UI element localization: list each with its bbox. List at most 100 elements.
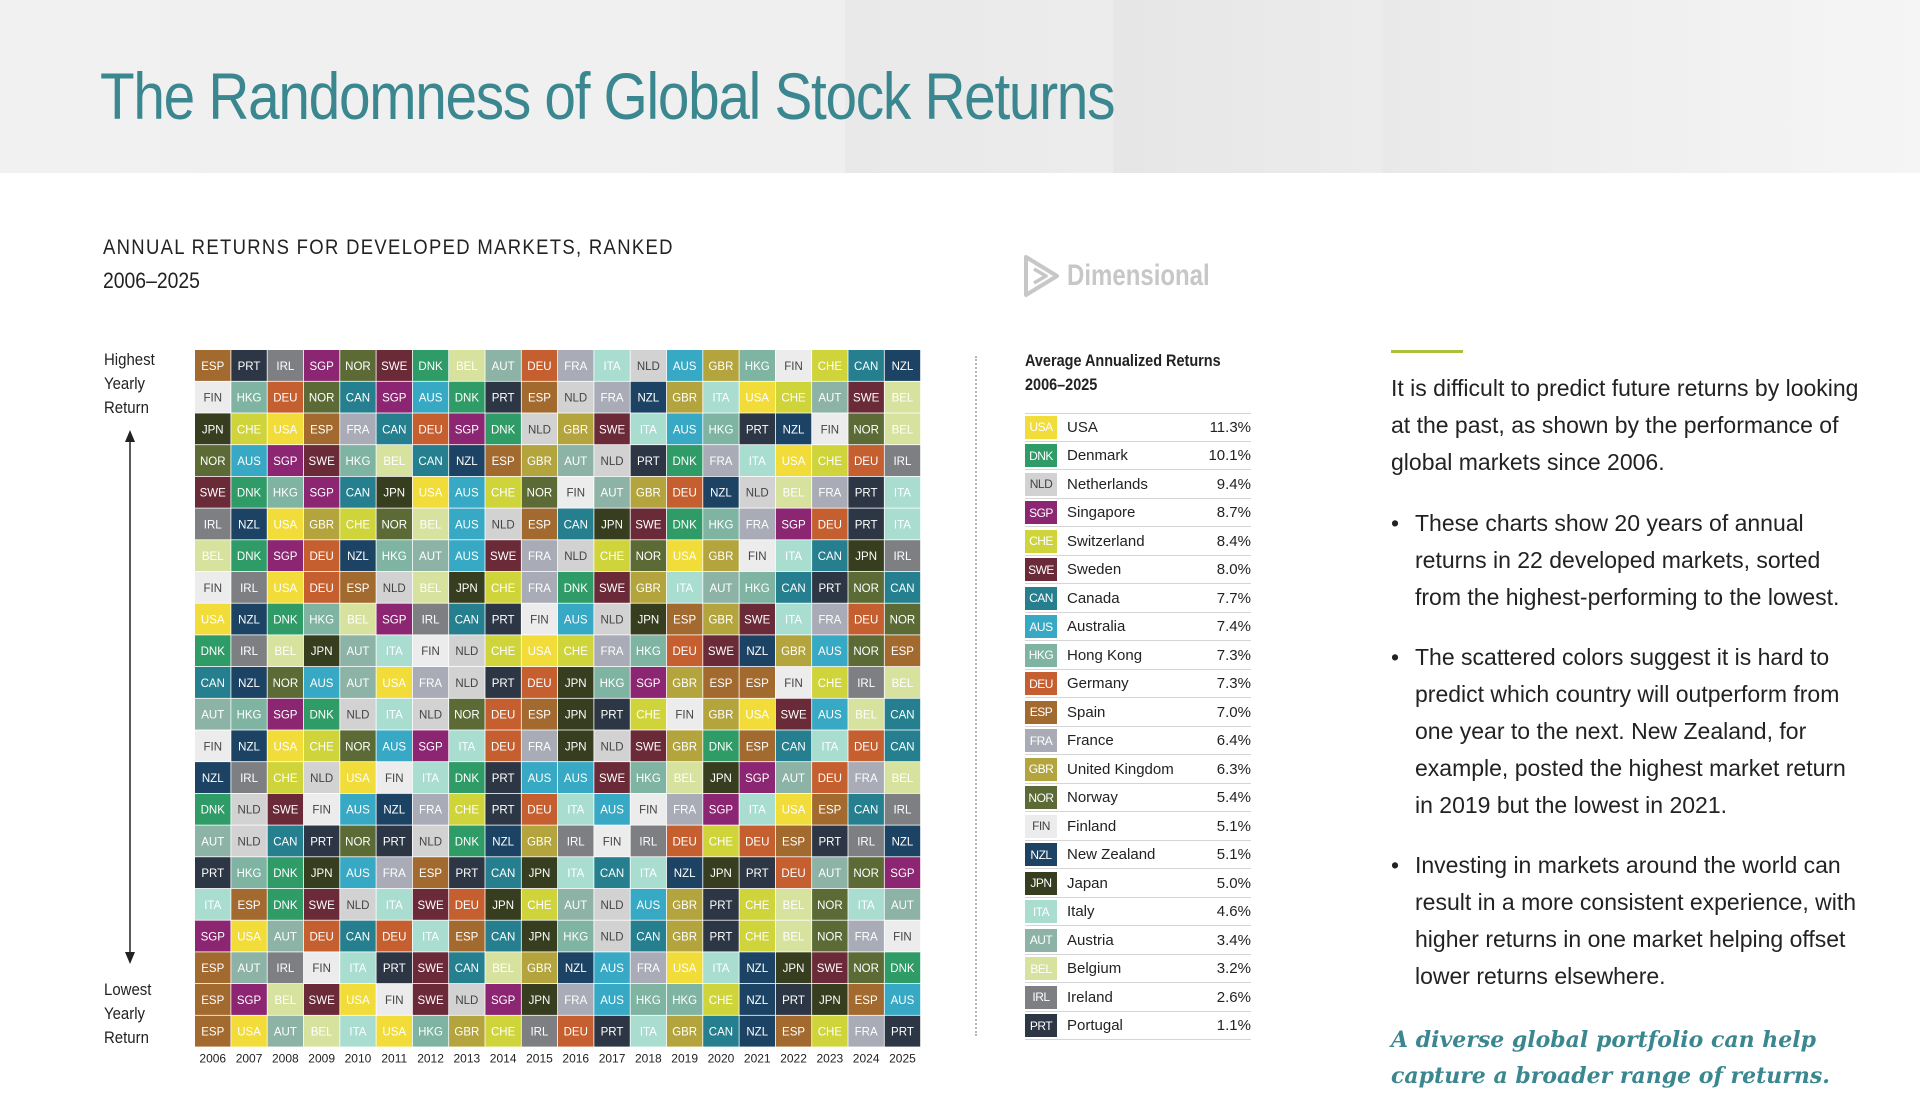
ranking-cell-swatch (775, 793, 812, 825)
ranking-cell-swatch (775, 381, 812, 413)
average-return-value: 9.4% (1216, 475, 1251, 493)
ranking-cell-swatch (231, 445, 267, 476)
ranking-cell-swatch (449, 413, 485, 445)
country-name: Japan (1067, 874, 1108, 892)
ranking-cell-label: IRL (639, 836, 658, 848)
ranking-cell: FIN (376, 984, 412, 1015)
country-name: Belgium (1067, 960, 1122, 978)
ranking-cell: JPN (703, 762, 739, 793)
average-return-value: 1.1% (1216, 1017, 1251, 1035)
ranking-cell: SGP (485, 984, 521, 1015)
ranking-cell: AUS (449, 540, 485, 572)
ranking-cell: DEU (485, 730, 521, 762)
ranking-cell-label: CAN (854, 805, 878, 817)
ranking-cell-swatch (340, 540, 376, 572)
ranking-cell-swatch (666, 793, 703, 825)
ranking-cell-swatch (231, 571, 267, 603)
ranking-cell: AUT (558, 445, 594, 476)
ranking-cell-label: NZL (492, 836, 514, 848)
ranking-cell-swatch (267, 1015, 304, 1047)
ranking-cell-swatch (848, 698, 884, 730)
ranking-cell-swatch (412, 920, 449, 952)
ranking-cell-swatch (195, 540, 231, 572)
ranking-cell-swatch (812, 984, 848, 1015)
ranking-cell-swatch (884, 857, 921, 889)
ranking-cell: AUS (340, 793, 376, 825)
ranking-cell: NZL (376, 793, 412, 825)
ranking-cell-swatch (666, 667, 703, 698)
ranking-cell-label: SGP (237, 995, 262, 1007)
year-label: 2010 (345, 1051, 372, 1065)
ranking-cell: NZL (739, 635, 775, 667)
ranking-cell-label: AUT (782, 773, 805, 785)
ranking-cell: NLD (449, 667, 485, 698)
ranking-cell: NZL (775, 413, 812, 445)
ranking-cell: SWE (485, 540, 521, 572)
ranking-cell-label: AUS (891, 995, 915, 1007)
ranking-cell-label: DNK (201, 646, 226, 658)
ranking-cell: ITA (848, 888, 884, 920)
ranking-cell-swatch (376, 350, 412, 381)
ranking-cell-swatch (848, 476, 884, 508)
ranking-cell-label: HKG (563, 931, 588, 943)
ranking-cell-swatch (666, 825, 703, 857)
ranking-cell-label: FRA (855, 773, 878, 785)
ranking-cell: ITA (340, 952, 376, 984)
ranking-cell-swatch (848, 857, 884, 889)
ranking-cell-label: CAN (818, 551, 842, 563)
ranking-cell: DNK (485, 413, 521, 445)
ranking-cell-swatch (666, 635, 703, 667)
ranking-cell-label: NOR (309, 393, 335, 405)
ranking-cell-label: IRL (857, 836, 876, 848)
ranking-cell: SWE (630, 508, 667, 540)
ranking-cell-label: DNK (673, 519, 698, 531)
ranking-cell-swatch (485, 1015, 521, 1047)
ranking-cell-swatch (812, 730, 848, 762)
ranking-cell: CHE (812, 445, 848, 476)
header-band (0, 0, 1920, 173)
ranking-cell: NZL (485, 825, 521, 857)
ranking-cell: AUS (666, 350, 703, 381)
ranking-cell: AUS (449, 508, 485, 540)
ranking-cell: ITA (739, 793, 775, 825)
ranking-cell-label: PRT (710, 900, 733, 912)
ranking-cell: AUT (812, 857, 848, 889)
ranking-cell: HKG (594, 667, 630, 698)
ranking-cell: PRT (594, 1015, 630, 1047)
ranking-cell-swatch (485, 857, 521, 889)
ranking-cell: HKG (303, 603, 340, 635)
ranking-cell: DEU (303, 571, 340, 603)
ranking-cell: DNK (449, 381, 485, 413)
ranking-cell-label: CAN (781, 741, 805, 753)
ranking-cell-swatch (521, 920, 558, 952)
ranking-cell-swatch (630, 445, 667, 476)
ranking-cell-swatch (267, 698, 304, 730)
ranking-cell-label: NOR (273, 678, 299, 690)
ranking-cell-label: NLD (346, 900, 369, 912)
ranking-cell-label: SGP (491, 995, 516, 1007)
average-returns-title: Average Annualized Returns 2006–2025 (1025, 349, 1221, 397)
ranking-cell-label: NOR (817, 931, 843, 943)
ranking-cell-swatch (340, 888, 376, 920)
ranking-cell-label: GBR (527, 963, 552, 975)
ranking-cell: NZL (231, 730, 267, 762)
ranking-cell-label: DNK (673, 456, 698, 468)
ranking-cell: PRT (485, 381, 521, 413)
ranking-cell: JPN (775, 952, 812, 984)
ranking-cell: NLD (594, 603, 630, 635)
ranking-cell-label: DNK (455, 836, 480, 848)
ranking-cell-swatch (666, 508, 703, 540)
ranking-cell-label: FIN (421, 646, 440, 658)
ranking-cell-label: DEU (854, 614, 878, 626)
ranking-cell-label: ESP (201, 995, 224, 1007)
ranking-cell-label: CAN (890, 710, 914, 722)
ranking-cell-swatch (449, 476, 485, 508)
ranking-cell-label: JPN (819, 995, 841, 1007)
ranking-cell: FRA (812, 603, 848, 635)
ranking-cell-swatch (666, 730, 703, 762)
ranking-cell-label: BEL (202, 551, 224, 563)
ranking-cell-label: AUS (818, 646, 842, 658)
ranking-cell: PRT (485, 603, 521, 635)
ranking-cell: ESP (775, 825, 812, 857)
ranking-cell: USA (775, 793, 812, 825)
